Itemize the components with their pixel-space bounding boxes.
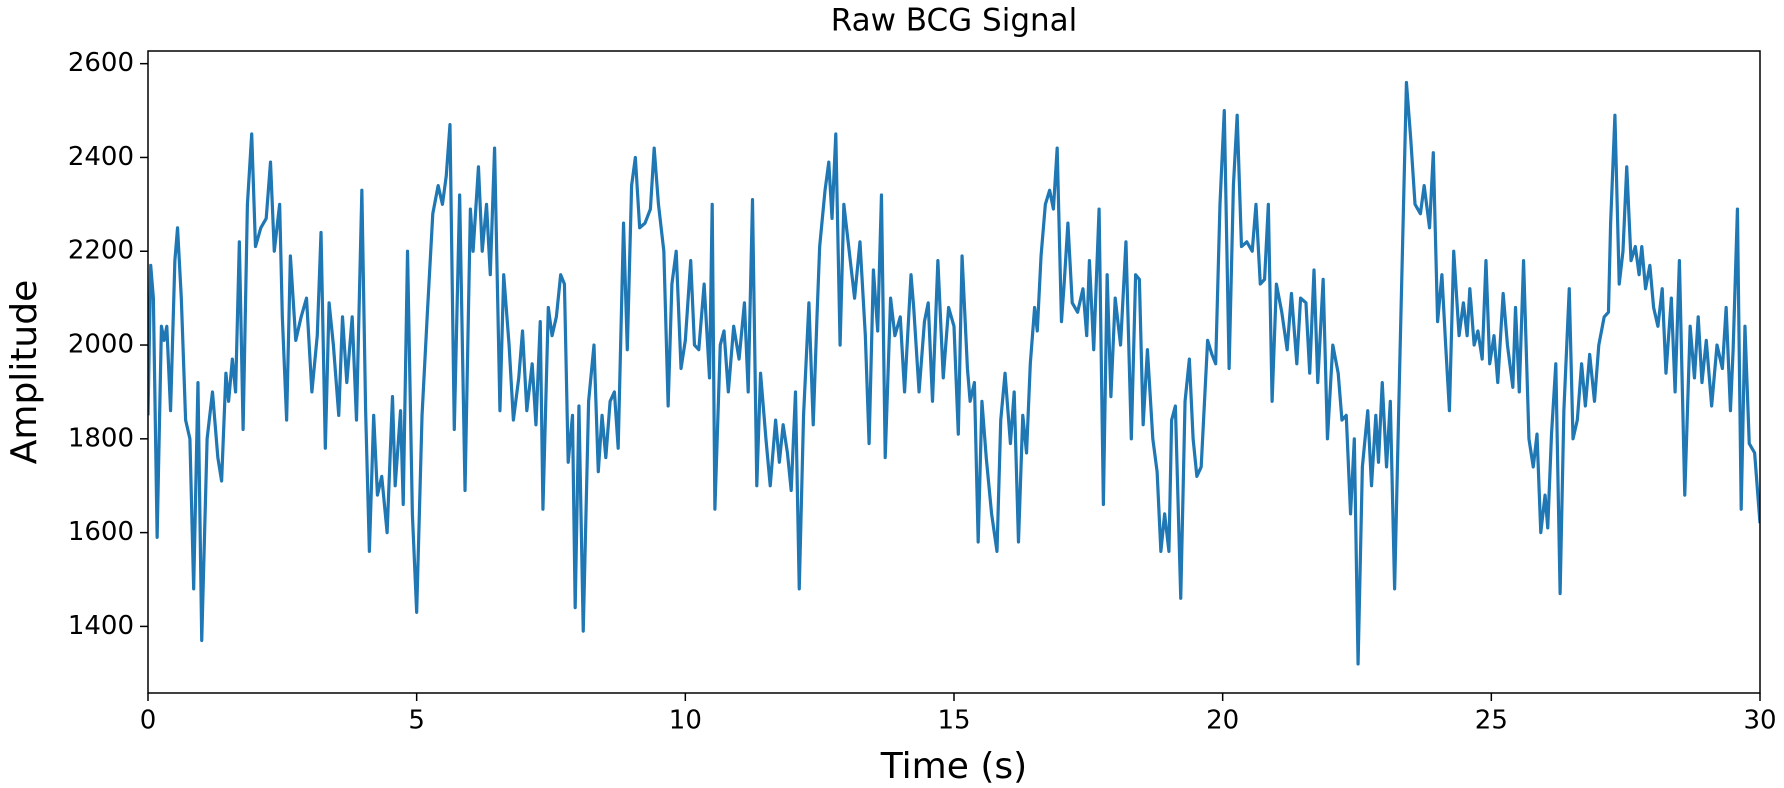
x-tick-label: 0 bbox=[140, 706, 157, 736]
x-axis-label: Time (s) bbox=[880, 746, 1027, 787]
x-tick-label: 5 bbox=[408, 706, 425, 736]
y-tick-label: 1800 bbox=[68, 423, 134, 453]
y-tick-label: 2400 bbox=[68, 142, 134, 172]
chart-title: Raw BCG Signal bbox=[831, 3, 1078, 39]
x-tick-label: 25 bbox=[1475, 706, 1508, 736]
x-tick-label: 30 bbox=[1743, 706, 1776, 736]
y-tick-label: 2600 bbox=[68, 48, 134, 78]
x-tick-label: 15 bbox=[937, 706, 970, 736]
y-tick-label: 1600 bbox=[68, 517, 134, 547]
y-tick-label: 2200 bbox=[68, 236, 134, 266]
x-tick-label: 20 bbox=[1206, 706, 1239, 736]
y-axis-label: Amplitude bbox=[4, 280, 45, 464]
y-tick-label: 1400 bbox=[68, 611, 134, 641]
y-tick-label: 2000 bbox=[68, 330, 134, 360]
signal-line bbox=[148, 80, 1760, 666]
plot-frame bbox=[147, 50, 1761, 694]
x-tick-label: 10 bbox=[669, 706, 702, 736]
